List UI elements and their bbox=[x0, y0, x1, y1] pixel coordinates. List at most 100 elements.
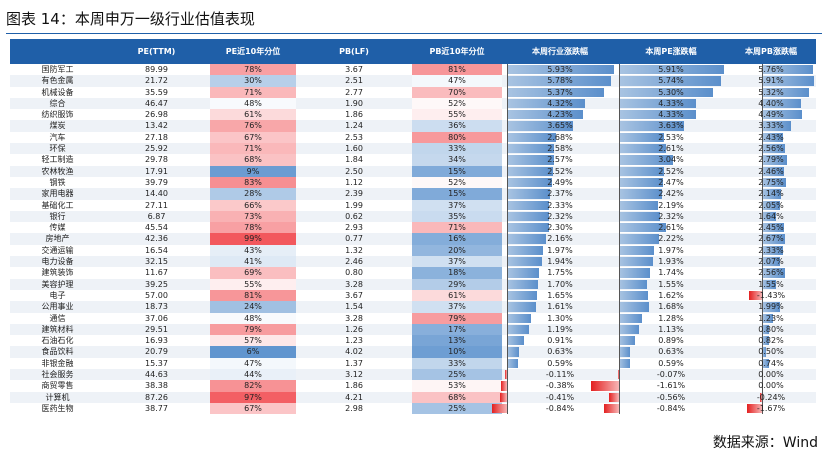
pb-percentile-value: 81% bbox=[412, 64, 502, 76]
industry-name: 交通运输 bbox=[41, 245, 74, 255]
pe-ttm: 39.79 bbox=[145, 177, 168, 187]
pe-ttm: 29.78 bbox=[145, 155, 168, 165]
pb-change-axis bbox=[762, 402, 763, 415]
pb-change-axis bbox=[762, 380, 763, 392]
industry-change-axis bbox=[507, 75, 509, 87]
table-row: 电力设备 32.15 41% 2.46 37% 1.94% 1.93% 2.07% bbox=[10, 256, 816, 268]
pe-change-bar bbox=[619, 347, 631, 357]
pb-percentile: 18% bbox=[410, 267, 504, 279]
pe-percentile-value: 73% bbox=[210, 210, 296, 223]
pb-change-axis bbox=[762, 346, 763, 358]
pe-change-value: 0.89% bbox=[658, 336, 684, 346]
industry-change-axis bbox=[507, 109, 509, 121]
pe-change-bar bbox=[619, 177, 664, 188]
industry-name: 建筑装饰 bbox=[41, 268, 74, 278]
pe-ttm: 45.54 bbox=[145, 223, 168, 233]
pb-lf: 2.53 bbox=[345, 132, 363, 142]
pe-percentile: 97% bbox=[208, 391, 298, 403]
pb-percentile: 47% bbox=[410, 75, 504, 87]
pe-change-value: 4.33% bbox=[658, 98, 684, 108]
pe-percentile: 41% bbox=[208, 256, 298, 268]
pe-ttm: 27.18 bbox=[145, 132, 168, 142]
industry-change-bar bbox=[507, 166, 553, 176]
pb-change: 2.07% bbox=[726, 256, 816, 268]
pb-percentile: 70% bbox=[410, 86, 504, 98]
pe-change: -0.56% bbox=[609, 391, 726, 403]
pe-change-bar bbox=[619, 336, 636, 346]
pb-change-value: 2.07% bbox=[758, 257, 784, 267]
pe-change-axis bbox=[619, 143, 621, 155]
industry-name: 综合 bbox=[49, 98, 66, 108]
pe-ttm: 39.25 bbox=[145, 279, 168, 289]
pe-change-axis bbox=[619, 222, 621, 234]
pb-change-value: 5.32% bbox=[758, 87, 784, 97]
pb-percentile-value: 61% bbox=[412, 289, 502, 302]
pe-change-axis bbox=[619, 210, 621, 223]
pe-change-axis bbox=[619, 165, 621, 177]
pe-ttm: 46.47 bbox=[145, 98, 168, 108]
industry-change-bar bbox=[507, 98, 586, 109]
industry-change: 1.61% bbox=[504, 301, 616, 313]
pe-change: 4.33% bbox=[616, 109, 726, 121]
pe-change: 2.61% bbox=[616, 143, 726, 155]
industry-change-axis bbox=[507, 143, 509, 155]
pe-change: 1.68% bbox=[616, 301, 726, 313]
table-row: 医药生物 38.77 67% 2.98 25% -0.84% -0.84% -1.67% bbox=[10, 402, 816, 415]
pb-change: 0.50% bbox=[726, 346, 816, 358]
pb-lf: 2.39 bbox=[345, 189, 363, 199]
table-row: 基础化工 27.11 66% 1.99 37% 2.33% 2.19% 2.05% bbox=[10, 199, 816, 211]
pb-change-axis bbox=[762, 143, 763, 155]
pb-change-axis bbox=[762, 301, 763, 313]
pe-change-value: 2.61% bbox=[658, 223, 684, 233]
industry-change: 1.70% bbox=[504, 278, 616, 290]
industry-name: 非银金融 bbox=[41, 358, 74, 368]
pe-percentile-value: 83% bbox=[210, 176, 296, 189]
pb-percentile-value: 68% bbox=[412, 391, 502, 403]
pe-percentile-value: 69% bbox=[210, 267, 296, 279]
industry-name: 通信 bbox=[49, 313, 66, 323]
table-row: 轻工制造 29.78 68% 1.84 34% 2.57% 3.04% 2.79% bbox=[10, 154, 816, 166]
pb-percentile-value: 37% bbox=[412, 199, 502, 211]
pb-lf: 1.99 bbox=[345, 200, 363, 210]
industry-change-bar bbox=[507, 211, 550, 222]
pe-change: 2.53% bbox=[616, 131, 726, 144]
pb-lf: 1.86 bbox=[345, 381, 363, 391]
pe-change-axis bbox=[619, 86, 621, 98]
industry-change-bar bbox=[507, 76, 612, 86]
pb-change-bar bbox=[762, 313, 773, 323]
pe-percentile-value: 55% bbox=[210, 278, 296, 290]
pe-percentile-value: 44% bbox=[210, 369, 296, 381]
pb-lf: 0.77 bbox=[345, 234, 363, 244]
column-header-1: PE(TTM) bbox=[137, 47, 176, 56]
pe-percentile: 82% bbox=[208, 380, 298, 392]
industry-change-bar bbox=[500, 392, 508, 402]
pe-percentile: 68% bbox=[208, 154, 298, 166]
industry-change-axis bbox=[507, 97, 509, 110]
pb-change-bar bbox=[762, 234, 786, 244]
pe-ttm: 32.15 bbox=[145, 257, 168, 267]
industry-name: 纺织服饰 bbox=[41, 110, 74, 120]
pb-change: 2.56% bbox=[726, 267, 816, 279]
industry-change-bar bbox=[507, 245, 543, 256]
pb-change-bar bbox=[762, 336, 770, 346]
pb-change: -1.43% bbox=[726, 289, 816, 302]
pb-change: -0.24% bbox=[726, 391, 816, 403]
industry-change-value: 5.78% bbox=[547, 76, 573, 86]
industry-change-axis bbox=[507, 335, 509, 347]
pe-change-axis bbox=[619, 176, 621, 189]
pb-change-bar bbox=[762, 223, 784, 233]
pe-change: -1.61% bbox=[590, 380, 726, 392]
table-row: 机械设备 35.59 71% 2.77 70% 5.37% 5.30% 5.32% bbox=[10, 86, 816, 98]
industry-change: 1.97% bbox=[504, 244, 616, 257]
pe-change-value: -1.61% bbox=[656, 381, 686, 391]
pe-change-axis bbox=[619, 391, 621, 403]
pb-change-value: 2.43% bbox=[758, 132, 784, 142]
pe-change-axis bbox=[619, 357, 621, 370]
pb-change-axis bbox=[762, 335, 763, 347]
pe-change: 2.32% bbox=[616, 210, 726, 223]
pe-percentile: 48% bbox=[208, 312, 298, 324]
pb-percentile-value: 47% bbox=[412, 75, 502, 87]
pb-change: 1.64% bbox=[726, 210, 816, 223]
industry-change: 4.23% bbox=[504, 109, 616, 121]
pb-change-value: 2.56% bbox=[758, 268, 784, 278]
